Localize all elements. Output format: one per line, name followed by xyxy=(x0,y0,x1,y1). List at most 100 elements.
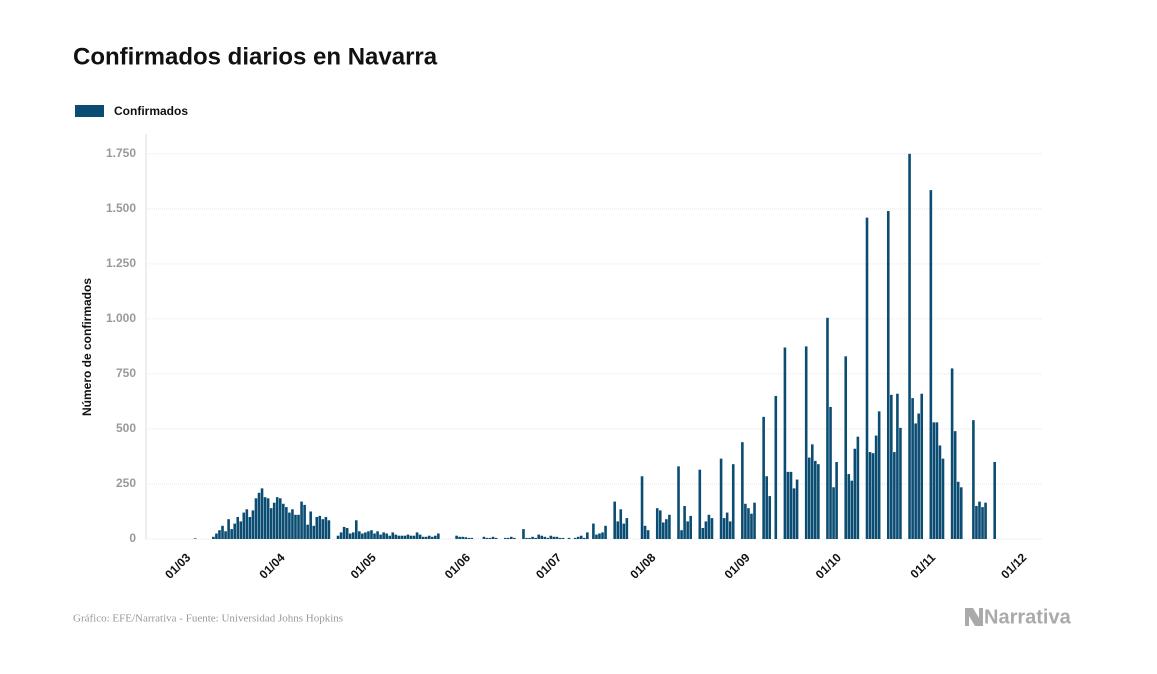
legend-label: Confirmados xyxy=(114,104,188,118)
bar xyxy=(272,502,276,539)
bar xyxy=(318,515,322,539)
y-tick-label: 750 xyxy=(116,366,136,380)
bar xyxy=(832,487,835,539)
bar xyxy=(984,502,987,539)
bar xyxy=(221,525,224,539)
bar xyxy=(458,536,461,539)
bar xyxy=(364,532,367,539)
bar xyxy=(382,532,385,539)
bar xyxy=(260,488,264,539)
bar xyxy=(351,532,355,539)
bar xyxy=(485,537,489,539)
bar xyxy=(792,488,796,539)
bar xyxy=(434,535,437,539)
bar xyxy=(403,535,407,539)
bar xyxy=(665,519,668,539)
bar xyxy=(981,507,984,539)
bar xyxy=(972,420,975,539)
bar xyxy=(300,501,303,539)
bar xyxy=(248,516,252,539)
bar xyxy=(312,525,316,539)
bar xyxy=(698,469,702,539)
bar xyxy=(266,498,270,539)
bar xyxy=(488,537,492,539)
bar xyxy=(592,523,595,539)
y-tick-label: 1.250 xyxy=(106,256,136,270)
bar xyxy=(917,413,920,539)
bar xyxy=(576,536,580,539)
bar xyxy=(236,516,240,539)
bar xyxy=(655,508,659,539)
bar xyxy=(239,521,243,539)
bar xyxy=(421,536,425,539)
bar xyxy=(826,317,829,539)
bar xyxy=(388,535,392,539)
bar xyxy=(707,514,711,539)
bar xyxy=(376,531,379,539)
logo-icon xyxy=(965,608,983,626)
bar xyxy=(227,519,230,539)
x-tick-label: 01/07 xyxy=(533,550,564,581)
bar xyxy=(464,537,468,539)
bar xyxy=(537,534,540,539)
bar xyxy=(993,461,996,539)
bar xyxy=(251,510,255,539)
bar xyxy=(786,471,790,539)
bar xyxy=(914,423,917,539)
bar xyxy=(810,444,814,539)
bar xyxy=(662,522,665,539)
bar xyxy=(391,532,395,539)
bar xyxy=(482,536,486,539)
bar xyxy=(953,431,957,539)
bar xyxy=(595,534,598,539)
y-tick-label: 250 xyxy=(116,476,136,490)
bar xyxy=(321,519,325,539)
bar xyxy=(753,502,756,539)
bar xyxy=(394,534,398,539)
bar xyxy=(373,533,376,539)
bar xyxy=(242,512,246,539)
x-tick-label: 01/11 xyxy=(907,550,938,581)
bar xyxy=(294,514,297,539)
bar xyxy=(719,458,723,539)
bar xyxy=(513,537,516,539)
bar xyxy=(865,217,869,540)
bar xyxy=(868,452,872,539)
bar xyxy=(348,533,352,539)
bar xyxy=(710,518,714,539)
bar xyxy=(430,536,434,539)
bar xyxy=(789,471,793,539)
bar xyxy=(853,448,857,539)
bar xyxy=(224,531,227,539)
bar xyxy=(725,512,729,539)
bar xyxy=(549,535,553,539)
bar xyxy=(424,536,428,539)
bar xyxy=(680,530,683,539)
bar xyxy=(558,537,562,539)
bar xyxy=(728,521,732,539)
bar xyxy=(731,464,735,539)
bar xyxy=(525,537,528,539)
bar xyxy=(269,508,273,539)
bar xyxy=(847,474,851,539)
bar xyxy=(555,536,559,539)
bar xyxy=(215,533,218,539)
y-tick-label: 1.000 xyxy=(106,311,136,325)
bar xyxy=(327,520,331,539)
bar xyxy=(291,509,294,539)
logo: Narrativa xyxy=(965,606,1072,628)
bar xyxy=(762,416,765,539)
bar xyxy=(540,535,544,539)
bar xyxy=(573,537,577,539)
bar xyxy=(586,532,589,539)
bar xyxy=(890,394,893,539)
bar xyxy=(622,523,626,539)
bar xyxy=(604,525,607,539)
bar xyxy=(686,521,689,539)
bar xyxy=(722,518,726,539)
source: Gráfico: EFE/Narrativa - Fuente: Univers… xyxy=(73,613,343,625)
bar xyxy=(427,535,431,539)
bar xyxy=(814,460,817,539)
bar xyxy=(531,536,534,539)
